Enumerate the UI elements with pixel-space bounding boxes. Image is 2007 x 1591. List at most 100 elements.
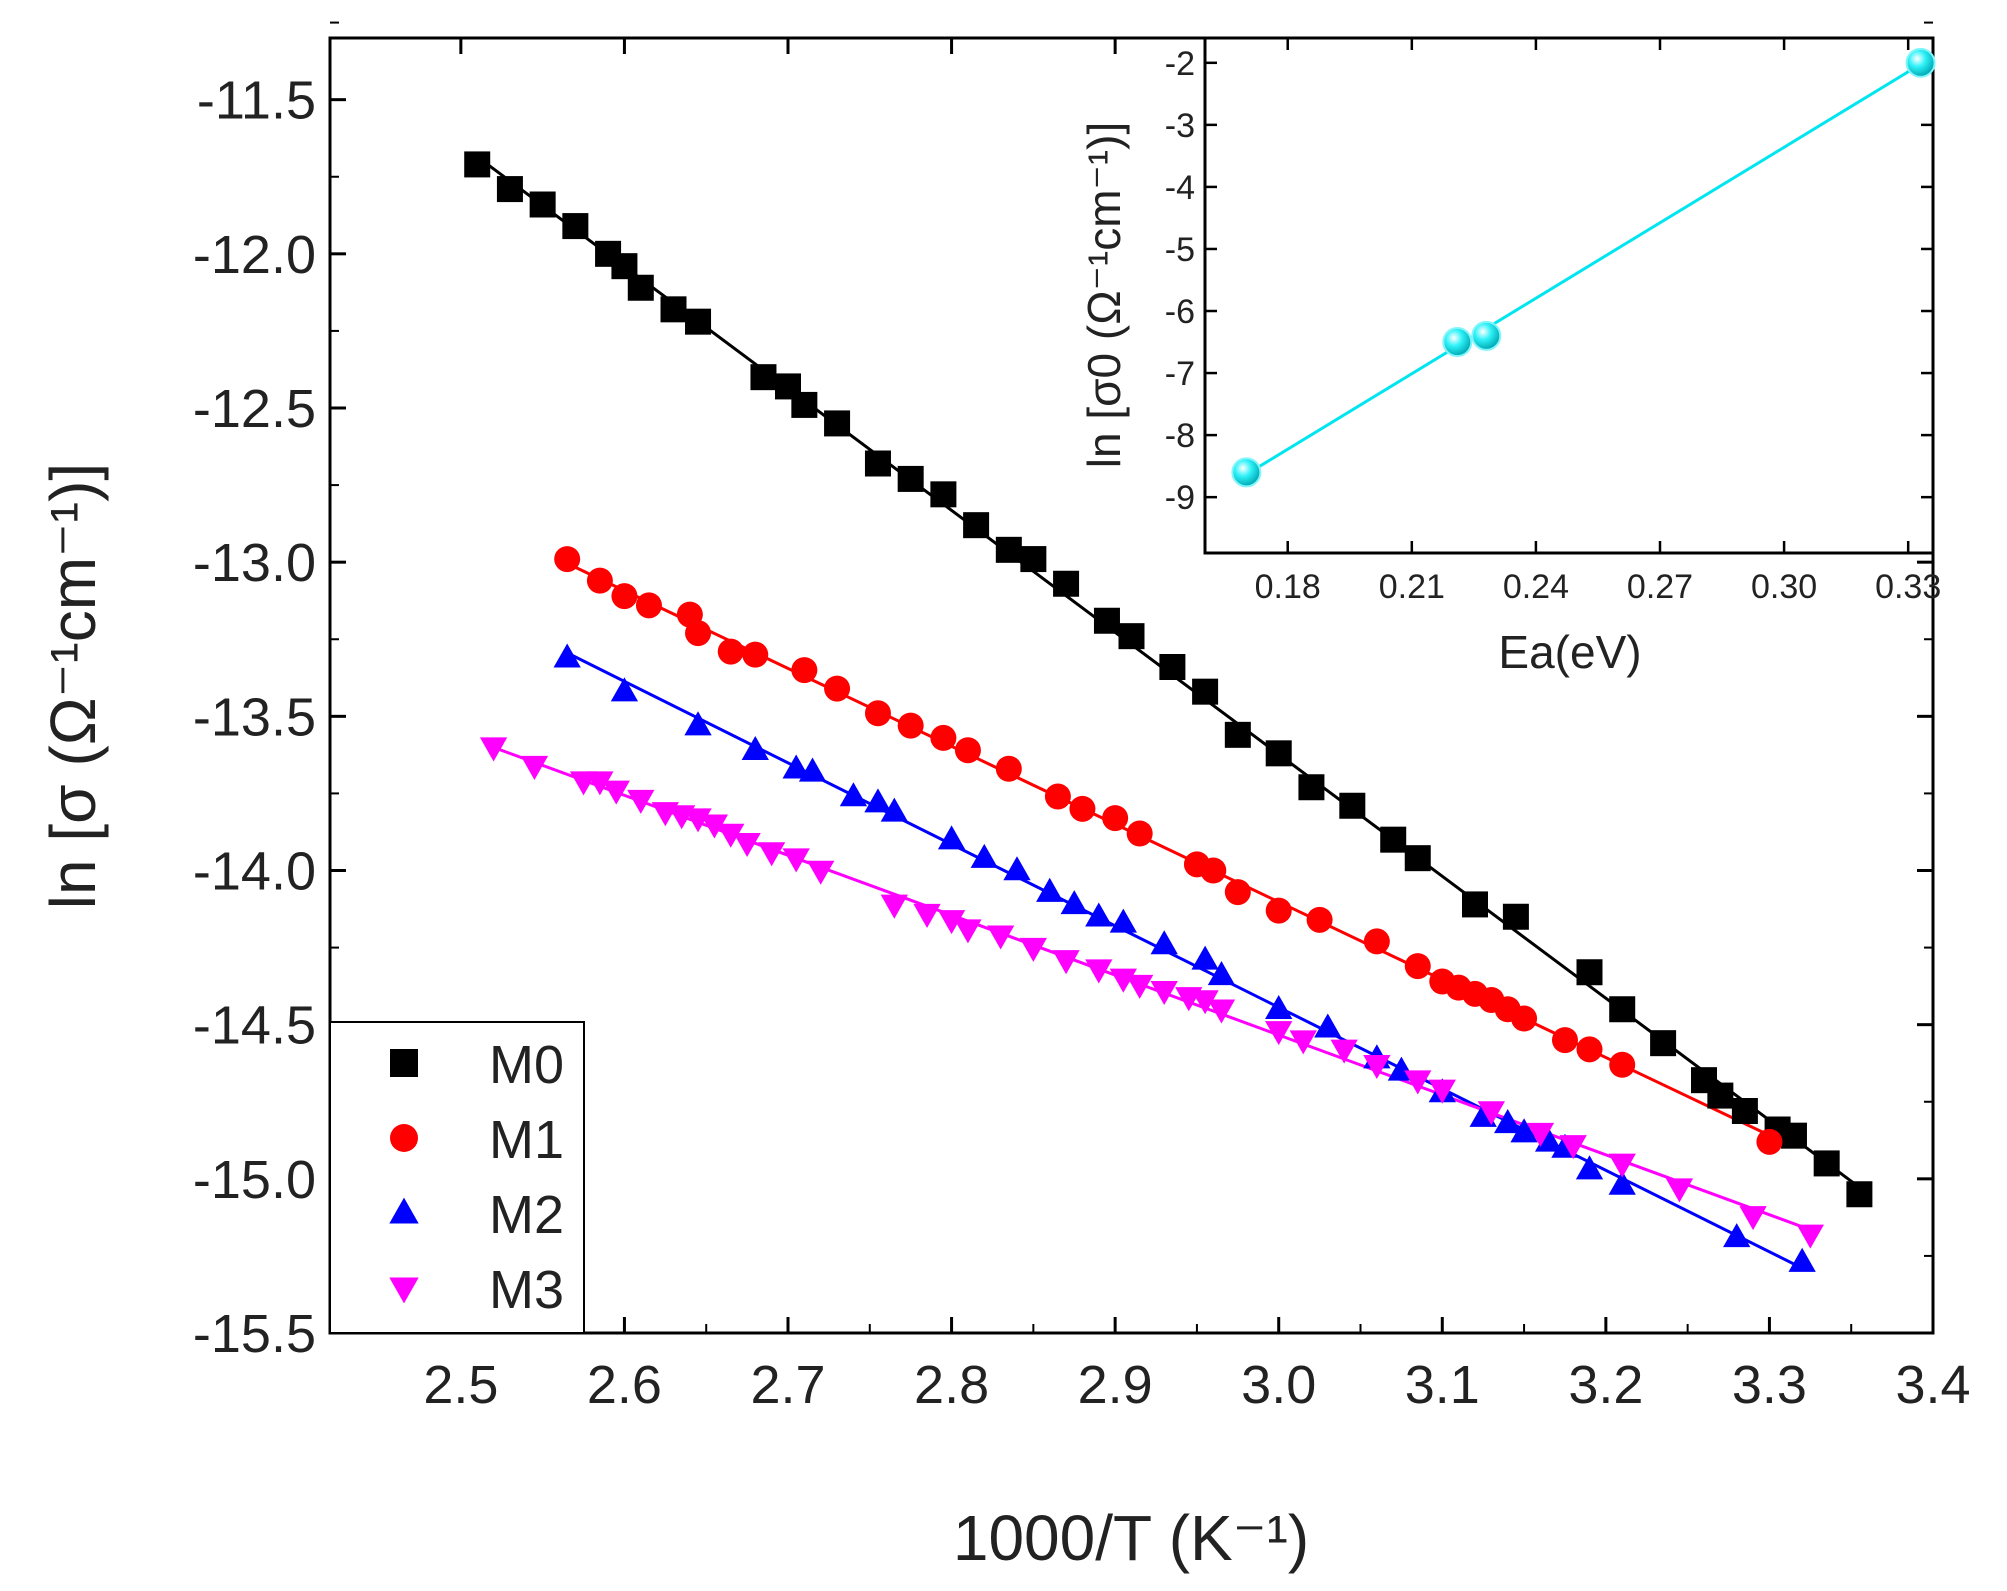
point-m0 — [660, 296, 687, 323]
main-x-tick-label: 3.3 — [1732, 1355, 1807, 1415]
inset-point — [1442, 327, 1473, 358]
point-m3 — [1739, 1206, 1767, 1231]
point-m1 — [1609, 1051, 1636, 1078]
point-m3 — [1150, 981, 1178, 1006]
point-m3 — [954, 919, 982, 944]
main-y-tick-label: -13.0 — [193, 533, 316, 593]
point-m1 — [897, 712, 924, 739]
inset-y-tick-label: -4 — [1165, 169, 1195, 207]
main-x-axis-title: 1000/T (K⁻¹) — [953, 1502, 1309, 1574]
point-m3 — [1207, 999, 1236, 1024]
point-m3 — [1477, 1101, 1506, 1126]
point-m3 — [913, 903, 941, 928]
point-m2 — [839, 782, 868, 807]
point-m1 — [824, 675, 851, 702]
legend-marker-m0 — [390, 1049, 418, 1077]
point-m0 — [1731, 1098, 1758, 1124]
inset-x-tick-label: 0.21 — [1379, 568, 1445, 606]
point-m0 — [995, 536, 1022, 563]
inset-x-tick-label: 0.33 — [1875, 568, 1941, 606]
point-m0 — [1813, 1150, 1840, 1177]
point-m1 — [611, 583, 638, 610]
point-m1 — [1404, 953, 1431, 980]
point-m1 — [1044, 783, 1071, 810]
point-m1 — [930, 724, 957, 751]
point-m2 — [1575, 1155, 1604, 1180]
point-m3 — [986, 925, 1015, 950]
point-m1 — [685, 620, 712, 647]
point-m2 — [1723, 1223, 1751, 1248]
point-m0 — [1020, 546, 1047, 573]
point-m1 — [742, 641, 769, 668]
point-m2 — [1060, 890, 1088, 915]
point-m0 — [791, 391, 818, 418]
main-x-tick-label: 3.0 — [1241, 1355, 1316, 1415]
inset-x-tick-label: 0.27 — [1627, 568, 1693, 606]
point-m2 — [1036, 877, 1064, 902]
main-plot: 2.5 2.6 2.7 2.8 2.9 3.0 3.1 3.2 3.3 3.4 -11.5 -12.… — [37, 21, 1971, 1574]
main-y-tick-label: -12.0 — [193, 225, 316, 285]
point-m0 — [930, 481, 957, 508]
main-y-tick-label: -15.5 — [193, 1304, 316, 1364]
point-m0 — [1650, 1030, 1677, 1057]
point-m3 — [684, 808, 712, 833]
point-m3 — [520, 755, 549, 780]
point-m1 — [1200, 857, 1227, 884]
inset-point — [1471, 320, 1502, 351]
point-m3 — [586, 771, 614, 796]
point-m0 — [685, 308, 712, 335]
point-m2 — [1109, 908, 1137, 933]
point-m1 — [554, 546, 581, 573]
point-m3 — [1109, 968, 1137, 993]
point-m0 — [1118, 623, 1145, 650]
inset-point — [1231, 457, 1262, 488]
point-m0 — [1380, 826, 1407, 853]
point-m3 — [700, 814, 729, 839]
point-m0 — [1502, 903, 1529, 930]
point-m3 — [1428, 1079, 1456, 1104]
legend-box — [329, 1021, 585, 1334]
inset-y-tick-label: -9 — [1165, 479, 1195, 517]
point-m2 — [1314, 1013, 1342, 1038]
point-m2 — [1534, 1127, 1563, 1152]
point-m2 — [880, 797, 908, 822]
point-m3 — [479, 737, 508, 762]
point-m0 — [897, 465, 924, 492]
point-m1 — [1363, 928, 1390, 955]
point-m3 — [1019, 937, 1048, 962]
inset-y-tick-label: -8 — [1165, 417, 1195, 455]
point-m0 — [1159, 654, 1186, 680]
point-m1 — [791, 657, 818, 684]
inset-fit-line — [1245, 62, 1922, 476]
main-data-points — [464, 151, 1873, 1272]
legend-entries: M0 M1 M2 M3 — [389, 1035, 564, 1320]
main-y-ticks: -11.5 -12.0 -12.5 -13.0 -13.5 -14.0 -14.5 -15.0… — [193, 21, 1933, 1364]
inset-x-tick-label: 0.24 — [1503, 568, 1569, 606]
inset-point — [1905, 47, 1936, 78]
point-m1 — [1069, 795, 1096, 822]
point-m0 — [864, 450, 891, 477]
point-m0 — [1609, 996, 1636, 1023]
point-m3 — [1608, 1153, 1636, 1178]
main-y-tick-label: -14.0 — [193, 842, 316, 902]
main-x-tick-label: 2.7 — [750, 1355, 825, 1415]
point-m3 — [1191, 990, 1219, 1015]
point-m2 — [1510, 1118, 1538, 1143]
main-x-tick-label: 2.6 — [587, 1355, 662, 1415]
point-m0 — [496, 176, 523, 203]
point-m0 — [824, 410, 851, 437]
inset-data-points — [1231, 47, 1936, 488]
point-m2 — [610, 677, 639, 702]
legend-label-m1: M1 — [489, 1110, 564, 1170]
inset-x-tick-label: 0.30 — [1751, 568, 1817, 606]
point-m0 — [1404, 845, 1431, 872]
inset-x-ticks: 0.18 0.21 0.24 0.27 0.30 0.33 — [1255, 38, 1941, 606]
point-m2 — [798, 757, 827, 782]
main-x-ticks: 2.5 2.6 2.7 2.8 2.9 3.0 3.1 3.2 3.3 3.4 — [378, 38, 1971, 1415]
main-x-tick-label: 2.9 — [1078, 1355, 1153, 1415]
point-m1 — [635, 592, 662, 619]
inset-y-tick-label: -2 — [1165, 45, 1195, 83]
point-m1 — [1306, 906, 1333, 933]
point-m0 — [1846, 1181, 1873, 1208]
point-m1 — [1551, 1027, 1578, 1054]
